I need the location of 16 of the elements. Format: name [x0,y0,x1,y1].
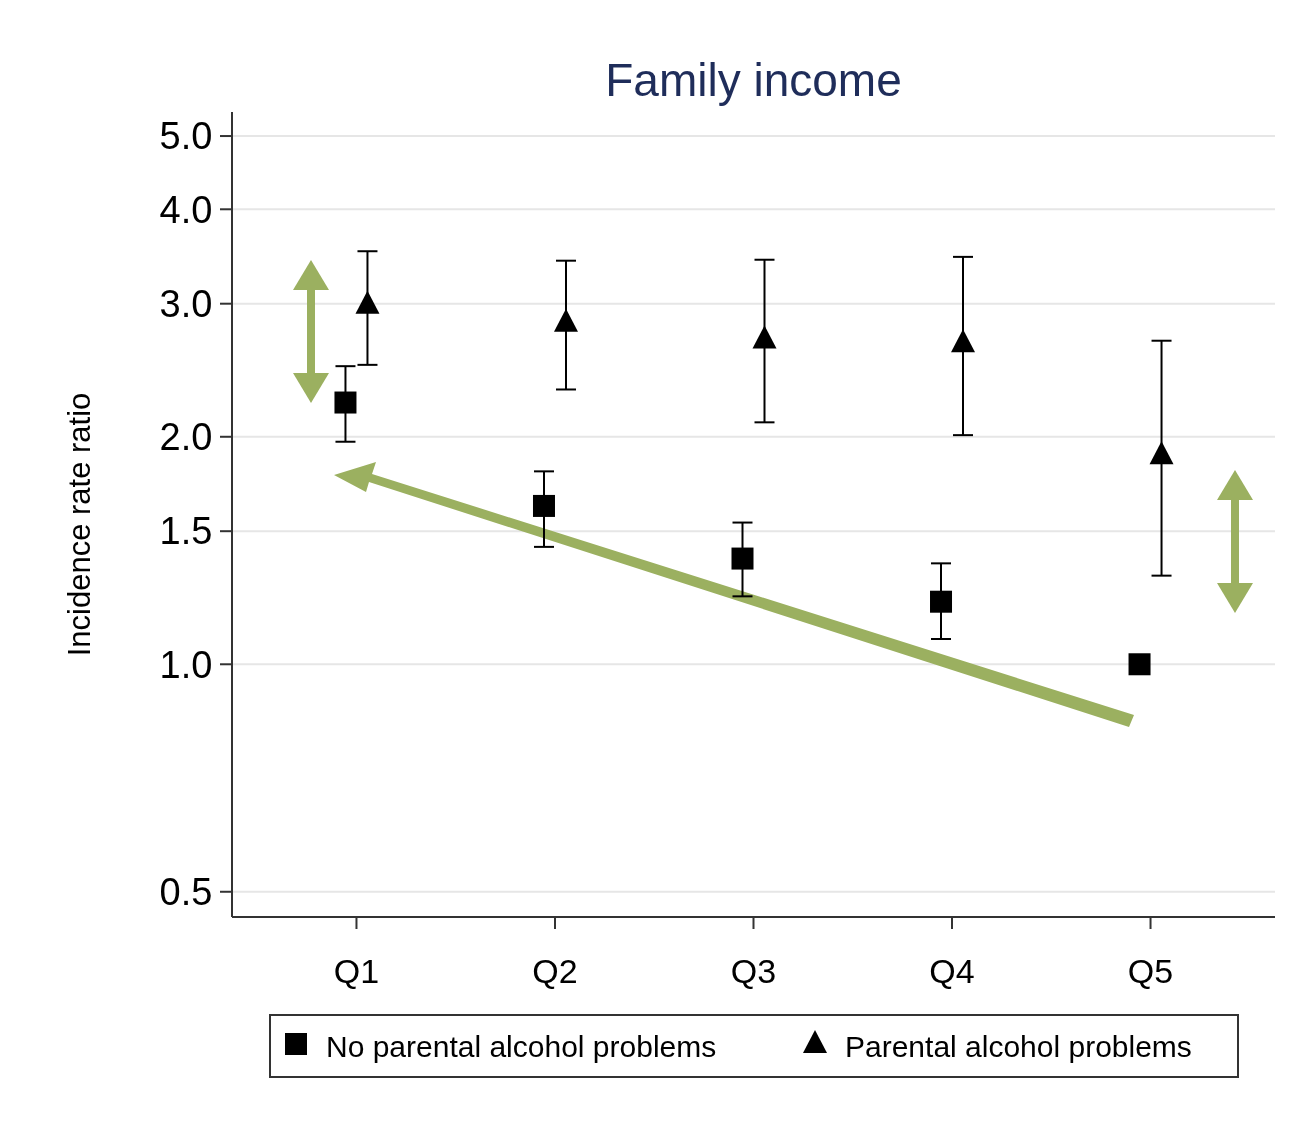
y-tick-label: 5.0 [159,115,213,158]
chart-title: Family income [605,54,902,106]
legend-label: No parental alcohol problems [326,1029,717,1063]
legend-label: Parental alcohol problems [845,1029,1192,1063]
y-axis-title: Incidence rate ratio [62,392,97,657]
x-tick-label: Q4 [929,952,975,990]
y-tick-label: 4.0 [159,188,213,231]
y-tick-label: 1.5 [159,510,213,553]
x-tick-label: Q5 [1127,952,1174,990]
x-tick-label: Q2 [532,952,578,990]
y-tick-label: 3.0 [159,283,213,325]
y-tick-label: 2.0 [159,416,213,459]
x-tick-label: Q1 [333,952,380,990]
y-tick-label: 0.5 [159,871,213,914]
y-tick-label: 1.0 [159,643,213,686]
x-tick-label: Q3 [730,952,777,990]
